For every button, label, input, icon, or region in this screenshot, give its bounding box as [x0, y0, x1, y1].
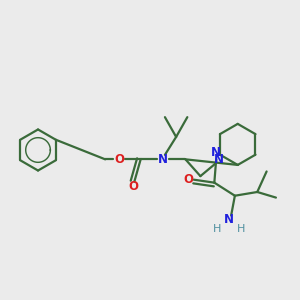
- Text: H: H: [237, 224, 245, 234]
- Text: O: O: [183, 173, 193, 186]
- Text: H: H: [213, 224, 221, 234]
- Text: O: O: [114, 153, 124, 166]
- Text: N: N: [224, 214, 234, 226]
- Text: O: O: [129, 180, 139, 193]
- Text: N: N: [158, 153, 168, 166]
- Text: N: N: [211, 146, 220, 159]
- Text: N: N: [214, 153, 224, 166]
